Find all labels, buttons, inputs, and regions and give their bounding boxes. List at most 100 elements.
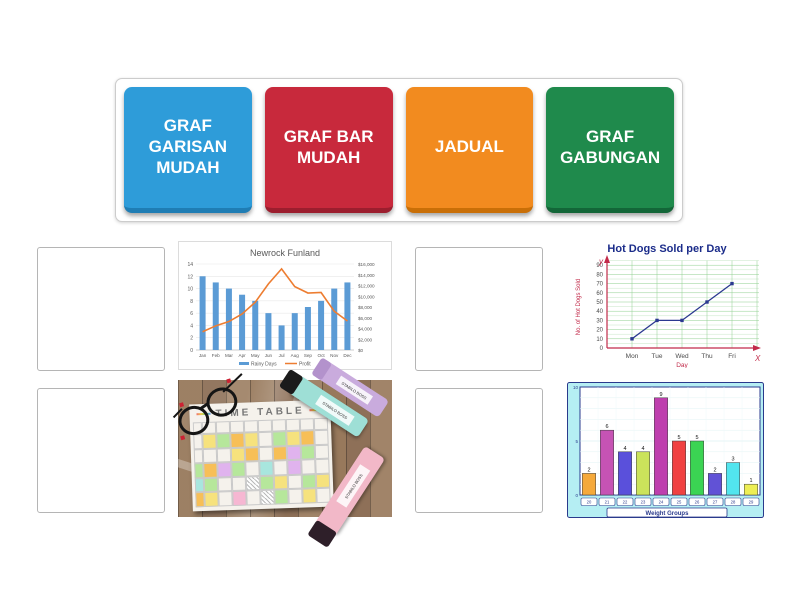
- answer-slot-4[interactable]: [415, 388, 543, 513]
- timetable-cell: [273, 474, 289, 490]
- svg-text:Mar: Mar: [225, 353, 233, 358]
- timetable-cell: [244, 446, 260, 462]
- keyword-label: GRAF BAR MUDAH: [283, 126, 374, 167]
- svg-text:0: 0: [190, 348, 193, 354]
- svg-text:Jan: Jan: [199, 353, 207, 358]
- svg-text:Wed: Wed: [675, 353, 689, 360]
- timetable-cell: [260, 489, 275, 505]
- timetable-cell: [288, 488, 303, 504]
- timetable-cell: [299, 418, 315, 431]
- timetable-cell: [216, 447, 232, 463]
- timetable-cell: [313, 418, 329, 431]
- timetable-cell: [246, 490, 261, 506]
- answer-slot-1[interactable]: [37, 247, 165, 371]
- svg-text:No. of Hot Dogs Sold: No. of Hot Dogs Sold: [576, 279, 582, 335]
- svg-text:4: 4: [641, 446, 644, 452]
- timetable-cell: [271, 419, 287, 432]
- svg-text:Nov: Nov: [330, 353, 339, 358]
- svg-text:Mon: Mon: [626, 353, 639, 360]
- timetable-cell: [257, 419, 273, 433]
- svg-text:6: 6: [605, 424, 608, 430]
- svg-text:12: 12: [187, 274, 193, 280]
- svg-text:23: 23: [641, 500, 646, 505]
- svg-text:8: 8: [190, 299, 193, 305]
- svg-text:Day: Day: [676, 362, 688, 368]
- combo-chart-svg: Newrock Funland 0 2 4 6 8 10 12 14 $16,000 $14,000…: [187, 248, 375, 368]
- svg-text:Oct: Oct: [318, 353, 326, 358]
- timetable-cell: [244, 432, 259, 448]
- svg-text:$8,000: $8,000: [358, 305, 372, 310]
- svg-text:$0: $0: [358, 348, 364, 353]
- svg-text:Jun: Jun: [265, 353, 273, 358]
- svg-text:Newrock Funland: Newrock Funland: [250, 248, 320, 258]
- timetable-cell: [259, 475, 275, 491]
- svg-text:70: 70: [596, 282, 603, 288]
- keyword-card-jadual[interactable]: JADUAL: [405, 87, 534, 213]
- timetable-cell: [231, 476, 247, 492]
- svg-text:2: 2: [713, 467, 716, 473]
- svg-text:9: 9: [659, 392, 662, 398]
- timetable-cell: [315, 458, 330, 474]
- keyword-cards-panel: GRAF GARISAN MUDAH GRAF BAR MUDAH JADUAL…: [115, 78, 683, 222]
- svg-text:40: 40: [596, 309, 603, 315]
- svg-text:20: 20: [596, 328, 603, 334]
- svg-text:$4,000: $4,000: [358, 327, 372, 332]
- timetable-cell: [217, 476, 233, 492]
- svg-text:14: 14: [187, 262, 193, 268]
- svg-text:25: 25: [677, 500, 682, 505]
- timetable-cell: [287, 459, 302, 475]
- keyword-card-graf-gabungan[interactable]: GRAF GABUNGAN: [546, 87, 674, 213]
- keyword-label: GRAF GABUNGAN: [560, 126, 661, 167]
- svg-text:Dec: Dec: [343, 353, 352, 358]
- answer-slot-3[interactable]: [37, 388, 165, 513]
- timetable-cell: [204, 477, 219, 493]
- timetable-cell: [301, 459, 316, 475]
- svg-text:X: X: [754, 354, 761, 363]
- svg-text:$10,000: $10,000: [358, 294, 375, 299]
- svg-text:26: 26: [695, 500, 700, 505]
- svg-text:10: 10: [573, 385, 579, 390]
- svg-text:2: 2: [587, 467, 590, 473]
- svg-text:$16,000: $16,000: [358, 262, 375, 267]
- svg-text:22: 22: [623, 500, 628, 505]
- bar-chart-image: 0 5 10 2 6 4 4 9 5 5 2 3 1 20 21 22 23 24 25 26 27 28 29 Weight…: [567, 382, 764, 518]
- svg-text:Aug: Aug: [291, 353, 300, 358]
- timetable-cell: [245, 475, 261, 491]
- combo-chart-image: Newrock Funland 0 2 4 6 8 10 12 14 $16,000 $14,000…: [178, 241, 392, 370]
- timetable-cell: [314, 429, 329, 445]
- svg-text:4: 4: [190, 323, 193, 329]
- timetable-cell: [302, 488, 317, 504]
- line-graph-image: Hot Dogs Sold per Day 0 10 20 30 40 50 60 70 80 90…: [571, 237, 764, 368]
- timetable-cell: [273, 460, 288, 476]
- svg-text:Apr: Apr: [239, 353, 247, 358]
- svg-text:$12,000: $12,000: [358, 284, 375, 289]
- answer-slot-2[interactable]: [415, 247, 543, 371]
- timetable-cell: [301, 473, 317, 489]
- keyword-card-graf-bar-mudah[interactable]: GRAF BAR MUDAH: [264, 87, 393, 213]
- timetable-cell: [286, 430, 301, 446]
- svg-text:5: 5: [695, 435, 698, 441]
- keyword-card-graf-garisan-mudah[interactable]: GRAF GARISAN MUDAH: [124, 87, 252, 213]
- timetable-cell: [287, 474, 303, 490]
- svg-text:1: 1: [749, 478, 752, 484]
- svg-text:29: 29: [749, 500, 754, 505]
- svg-text:0: 0: [600, 346, 604, 352]
- svg-text:28: 28: [731, 500, 736, 505]
- svg-text:50: 50: [596, 300, 603, 306]
- svg-text:60: 60: [596, 291, 603, 297]
- svg-text:24: 24: [659, 500, 664, 505]
- svg-text:90: 90: [596, 263, 603, 269]
- svg-text:0: 0: [575, 493, 578, 498]
- timetable-cell: [272, 445, 288, 461]
- timetable-cell: [300, 444, 316, 460]
- svg-text:80: 80: [596, 272, 603, 278]
- timetable-cell: [314, 444, 330, 460]
- keyword-label: JADUAL: [434, 137, 504, 157]
- timetable-cell: [245, 461, 260, 477]
- timetable-photo: TIME TABLE STABILO BOSS STABILO BOSS STA…: [171, 357, 392, 548]
- svg-text:4: 4: [623, 446, 626, 452]
- svg-text:Feb: Feb: [212, 353, 220, 358]
- timetable-cell: [232, 490, 247, 506]
- svg-text:Rainy Days: Rainy Days: [251, 362, 277, 368]
- timetable-cell: [230, 447, 246, 463]
